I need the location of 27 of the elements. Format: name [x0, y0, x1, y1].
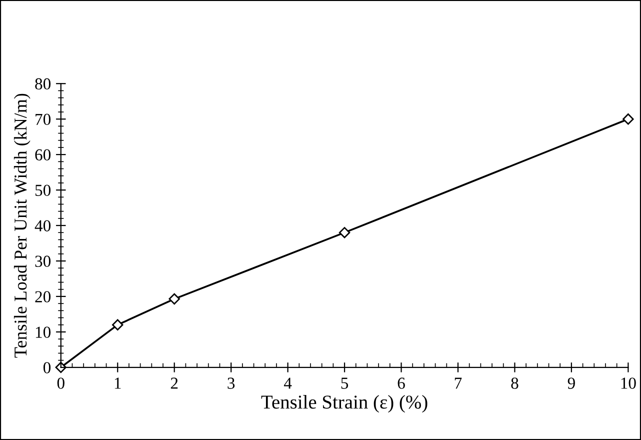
x-tick-label: 8: [511, 378, 518, 389]
y-tick-label: 0: [43, 362, 51, 374]
point: [168, 293, 180, 305]
x-tick-label: 9: [568, 378, 575, 389]
point: [338, 226, 350, 238]
y-tick-label: 50: [35, 184, 51, 196]
y-tick-label: 30: [35, 256, 51, 267]
x-tick-label: 6: [398, 378, 405, 389]
x-tick-label: 3: [228, 378, 235, 389]
y-tick-label: 70: [36, 114, 51, 126]
x-axis-title: Tensile Strain (ε) (%): [261, 395, 428, 413]
x-tick-label: 1: [114, 378, 121, 389]
y-tick-label: 20: [35, 291, 51, 302]
y-axis-title: Tensile Load Per Unit Width (kN/m): [14, 94, 30, 358]
x-tick-label: 0: [57, 378, 64, 389]
x-tick-label: 2: [170, 378, 178, 389]
x-tick-label: 7: [454, 378, 462, 389]
point: [55, 362, 66, 374]
y-tick-label: 40: [34, 220, 51, 232]
y-tick-label: 80: [35, 78, 51, 90]
y-tick-label: 60: [35, 149, 51, 160]
y-tick-label: 10: [36, 326, 51, 338]
point: [622, 113, 634, 125]
x-tick-label: 10: [621, 378, 636, 389]
point: [112, 319, 124, 330]
x-tick-label: 5: [341, 378, 348, 389]
x-tick-label: 4: [284, 378, 292, 389]
